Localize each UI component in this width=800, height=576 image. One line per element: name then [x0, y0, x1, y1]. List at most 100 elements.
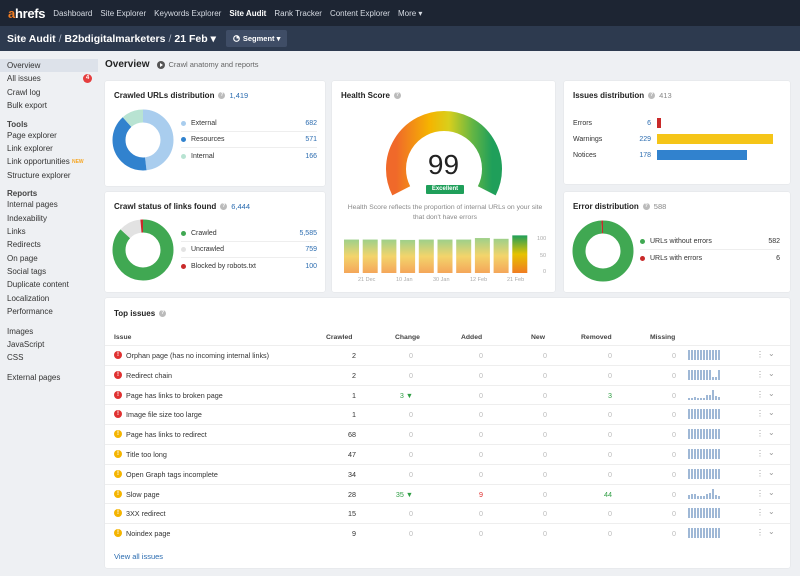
- missing-value[interactable]: 0: [672, 351, 676, 360]
- legend-value[interactable]: 166: [305, 152, 317, 160]
- missing-value[interactable]: 0: [672, 450, 676, 459]
- crawl-status-count[interactable]: 6,444: [231, 202, 251, 211]
- col-missing[interactable]: Missing: [650, 334, 676, 341]
- sidebar-item-structure-explorer[interactable]: Structure explorer: [7, 170, 71, 180]
- legend-row-external[interactable]: External 682: [181, 116, 317, 132]
- missing-value[interactable]: 0: [672, 509, 676, 519]
- chevron-down-icon[interactable]: ⌄: [768, 507, 775, 517]
- sidebar-item-page-explorer[interactable]: Page explorer: [7, 130, 57, 140]
- change-value[interactable]: 0: [409, 370, 413, 380]
- table-row[interactable]: ! Redirect chain 2 0 0 0 0 0 ⋮ ⌄: [105, 364, 790, 385]
- new-value[interactable]: 0: [543, 509, 547, 519]
- legend-row-with-errors[interactable]: URLs with errors 6: [640, 250, 780, 266]
- health-history-bar[interactable]: [400, 239, 416, 273]
- new-value[interactable]: 0: [543, 450, 547, 459]
- health-history-bar[interactable]: [362, 239, 378, 273]
- issue-name[interactable]: Redirect chain: [126, 370, 172, 380]
- breadcrumb-project[interactable]: B2bdigitalmarketers: [64, 32, 166, 45]
- chevron-down-icon[interactable]: ⌄: [768, 487, 775, 497]
- info-icon[interactable]: ?: [642, 203, 650, 210]
- ahrefs-logo[interactable]: ahrefs: [8, 6, 46, 21]
- legend-value[interactable]: 571: [305, 136, 317, 143]
- segment-button[interactable]: Segment ▾: [225, 30, 288, 47]
- error-distribution-segment[interactable]: [572, 220, 634, 282]
- nav-site-explorer[interactable]: Site Explorer: [100, 8, 147, 18]
- more-options-icon[interactable]: ⋮: [756, 409, 764, 419]
- legend-value[interactable]: 582: [768, 238, 780, 245]
- removed-value[interactable]: 0: [608, 509, 612, 519]
- chevron-down-icon[interactable]: ⌄: [768, 388, 775, 398]
- removed-value[interactable]: 0: [608, 450, 612, 459]
- removed-value[interactable]: 44: [604, 489, 612, 499]
- more-options-icon[interactable]: ⋮: [756, 508, 764, 518]
- error-distribution-segment[interactable]: [572, 220, 634, 282]
- legend-row-crawled[interactable]: Crawled 5,585: [181, 226, 317, 242]
- change-value[interactable]: 0: [409, 450, 413, 459]
- chevron-down-icon[interactable]: ⌄: [768, 448, 775, 457]
- info-icon[interactable]: ?: [218, 92, 226, 99]
- legend-value[interactable]: 100: [305, 262, 317, 270]
- removed-value[interactable]: 0: [608, 410, 612, 420]
- info-icon[interactable]: ?: [393, 92, 401, 99]
- issue-name[interactable]: Page has links to broken page: [126, 390, 223, 400]
- more-options-icon[interactable]: ⋮: [756, 429, 764, 439]
- sidebar-item-performance[interactable]: Performance: [7, 307, 53, 317]
- crawled-value[interactable]: 1: [352, 390, 356, 400]
- nav-rank-tracker[interactable]: Rank Tracker: [274, 8, 322, 18]
- table-row[interactable]: ! Orphan page (has no incoming internal l…: [105, 345, 790, 365]
- chevron-down-icon[interactable]: ⌄: [768, 349, 775, 358]
- col-crawled[interactable]: Crawled: [326, 334, 353, 341]
- missing-value[interactable]: 0: [672, 529, 676, 539]
- table-row[interactable]: ! Page has links to broken page 1 3 ▼ 0 0 3 0 ⋮ ⌄: [105, 384, 790, 405]
- new-value[interactable]: 0: [543, 529, 547, 539]
- table-row[interactable]: ! Noindex page 9 0 0 0 0 0 ⋮ ⌄: [105, 523, 790, 543]
- health-history-bar[interactable]: [474, 238, 490, 273]
- legend-row-internal[interactable]: Internal 166: [181, 148, 317, 164]
- missing-value[interactable]: 0: [672, 489, 676, 499]
- sidebar-item-all-issues[interactable]: All issues 4: [0, 72, 98, 85]
- chevron-down-icon[interactable]: ⌄: [768, 368, 775, 378]
- table-row[interactable]: ! Title too long 47 0 0 0 0 0 ⋮ ⌄: [105, 444, 790, 464]
- sidebar-item-bulk-export[interactable]: Bulk export: [7, 101, 48, 111]
- sidebar-item-overview[interactable]: Overview: [0, 59, 98, 73]
- sidebar-item-on-page[interactable]: On page: [7, 253, 38, 263]
- chevron-down-icon[interactable]: ⌄: [768, 428, 775, 438]
- dist-value[interactable]: 178: [639, 151, 651, 159]
- table-row[interactable]: ! Image file size too large 1 0 0 0 0 0 ⋮ ⌄: [105, 404, 790, 424]
- change-value[interactable]: 0: [409, 469, 413, 479]
- crawl-status-segment[interactable]: [112, 219, 174, 281]
- health-history-bar[interactable]: [344, 239, 359, 273]
- nav-dashboard[interactable]: Dashboard: [53, 8, 93, 18]
- more-options-icon[interactable]: ⋮: [756, 528, 764, 538]
- new-value[interactable]: 0: [543, 430, 547, 440]
- missing-value[interactable]: 0: [672, 410, 676, 420]
- change-value[interactable]: 3 ▼: [399, 390, 413, 400]
- crawled-urls-segment[interactable]: [112, 109, 174, 171]
- health-history-bar[interactable]: [418, 239, 434, 273]
- sidebar-item-localization[interactable]: Localization: [7, 293, 50, 303]
- col-change[interactable]: Change: [395, 334, 420, 341]
- crawled-value[interactable]: 15: [348, 509, 356, 519]
- sidebar-item-indexability[interactable]: Indexability: [7, 213, 48, 223]
- crawled-urls-count[interactable]: 1,419: [229, 91, 249, 100]
- legend-row-blocked[interactable]: Blocked by robots.txt 100: [181, 258, 317, 274]
- legend-value[interactable]: 6: [776, 254, 780, 262]
- issue-name[interactable]: Noindex page: [126, 529, 171, 539]
- more-options-icon[interactable]: ⋮: [756, 389, 764, 399]
- issue-name[interactable]: Orphan page (has no incoming internal li…: [126, 351, 270, 360]
- new-value[interactable]: 0: [543, 410, 547, 420]
- health-history-bar[interactable]: [456, 239, 472, 273]
- view-all-issues-link[interactable]: View all issues: [114, 552, 164, 561]
- missing-value[interactable]: 0: [672, 430, 676, 440]
- added-value[interactable]: 0: [479, 430, 483, 440]
- removed-value[interactable]: 0: [608, 430, 612, 440]
- missing-value[interactable]: 0: [672, 370, 676, 380]
- nav-keywords-explorer[interactable]: Keywords Explorer: [154, 8, 222, 18]
- removed-value[interactable]: 0: [608, 370, 612, 380]
- sidebar-item-link-explorer[interactable]: Link explorer: [7, 143, 53, 153]
- added-value[interactable]: 0: [479, 450, 483, 459]
- removed-value[interactable]: 0: [608, 529, 612, 539]
- col-added[interactable]: Added: [461, 334, 483, 341]
- health-history-bar[interactable]: [381, 239, 397, 273]
- change-value[interactable]: 0: [409, 351, 413, 360]
